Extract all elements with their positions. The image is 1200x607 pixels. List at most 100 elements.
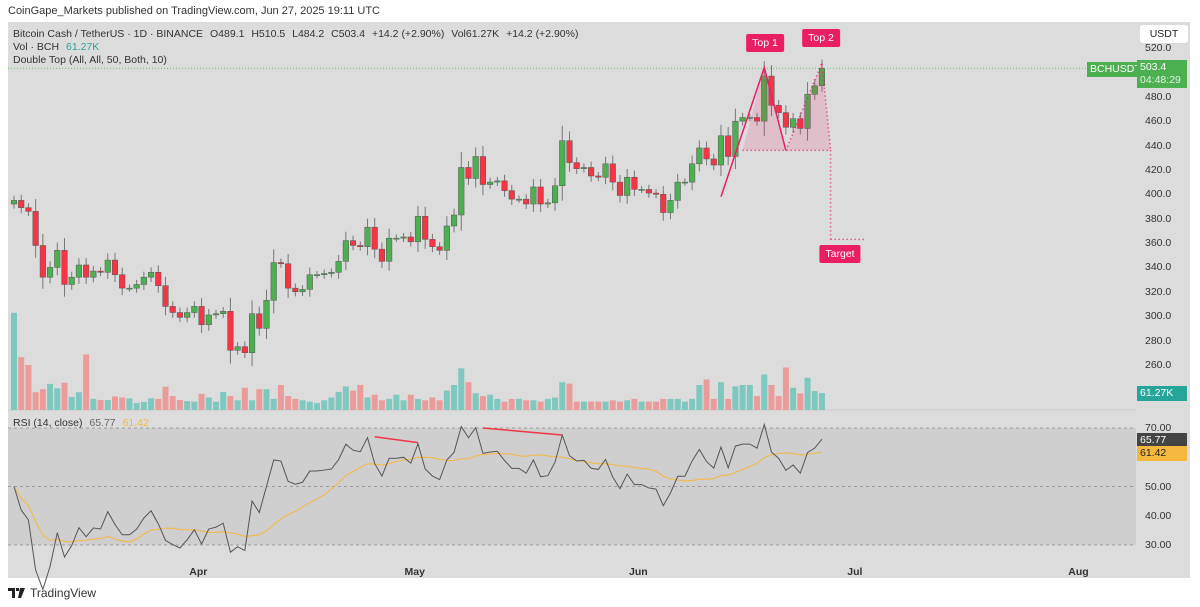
candle-body (725, 135, 732, 157)
volume-bar (313, 403, 320, 410)
price-tick-label: 340.0 (1145, 261, 1172, 274)
candle-body (494, 180, 501, 183)
volume-bar (465, 382, 472, 410)
candle-body (580, 167, 587, 169)
volume-bar (400, 400, 407, 410)
last-price: 503.4 (1140, 61, 1167, 73)
rsi-tick-label: 70.00 (1145, 422, 1172, 434)
volume-bar (270, 398, 277, 410)
volume-bar (689, 398, 696, 410)
candles (8, 59, 1136, 367)
candle-body (804, 94, 811, 129)
volume-bar (580, 401, 587, 410)
volume-bar (386, 398, 393, 410)
bar-countdown: 04:48:29 (1140, 74, 1181, 86)
price-tick-label: 260.0 (1145, 358, 1172, 371)
volume-bar (624, 400, 631, 410)
symbol-legend: Bitcoin Cash / TetherUS · 1D · BINANCE O… (13, 28, 582, 40)
double-top-pattern (720, 62, 866, 241)
rsi-ma-line (13, 451, 823, 543)
volume-label: Vol · BCH (13, 41, 60, 53)
candle-body (660, 194, 667, 213)
candle-body (559, 140, 566, 186)
currency-button[interactable]: USDT (1140, 25, 1188, 43)
candle-body (292, 287, 299, 293)
candle-body (335, 261, 342, 273)
symbol-name: Bitcoin Cash / TetherUS · 1D · BINANCE (13, 28, 204, 40)
candle-body (710, 158, 717, 166)
volume-bar (782, 367, 789, 410)
volume-bar (559, 382, 566, 410)
volume-bar (710, 398, 717, 410)
candle-body (241, 346, 248, 353)
candle-body (566, 140, 573, 163)
volume-bar (256, 389, 263, 410)
candle-body (119, 274, 126, 289)
time-tick-label: May (404, 566, 425, 578)
candle-body (443, 225, 450, 251)
volume-bar (198, 393, 205, 410)
candle-body (68, 276, 75, 285)
volume-bar (321, 400, 328, 410)
volume-bar (47, 383, 54, 410)
rsi-ma-tag: 61.42 (1137, 446, 1187, 461)
volume-bar (342, 386, 349, 410)
candle-body (184, 312, 191, 318)
volume-bar (609, 400, 616, 410)
candle-body (357, 245, 364, 247)
candle-body (111, 259, 119, 275)
volume-bar (97, 400, 104, 410)
candle-body (602, 163, 609, 178)
volume-bar (407, 394, 414, 410)
candle-body (696, 147, 703, 165)
volume-bar (667, 398, 674, 410)
candle-body (537, 186, 544, 205)
volume-bar (220, 391, 227, 410)
volume-bar (292, 398, 299, 410)
ohlc-low: L484.2 (292, 28, 325, 40)
volume-bar (263, 389, 270, 410)
price-tick-label: 400.0 (1145, 188, 1172, 201)
candle-body (508, 190, 515, 200)
candle-body (573, 162, 580, 169)
rsi-tag: 65.77 (1137, 433, 1187, 448)
tradingview-logo-icon (8, 588, 25, 598)
candle-body (256, 313, 263, 329)
candle-body (689, 163, 696, 183)
volume-bar (552, 397, 559, 410)
candle-body (364, 226, 371, 247)
top2-label: Top 2 (802, 29, 840, 47)
volume-bar (660, 398, 667, 410)
volume-value: Vol61.27K (451, 28, 500, 40)
candle-body (155, 272, 162, 286)
volume-bar (104, 400, 111, 410)
candle-body (191, 306, 198, 313)
volume-bar (212, 401, 219, 410)
candle-body (249, 313, 256, 354)
time-tick-label: Jun (629, 566, 648, 578)
volume-bar (169, 396, 176, 410)
price-tick-label: 360.0 (1145, 237, 1172, 250)
volume-bar (61, 382, 68, 410)
target-label: Target (819, 245, 861, 263)
candle-body (263, 300, 270, 329)
volume-bar (494, 398, 501, 410)
candle-body (544, 202, 551, 205)
time-tick-label: Jul (847, 566, 863, 578)
candle-body (717, 135, 725, 166)
candle-body (386, 237, 393, 262)
ohlc-close: C503.4 (331, 28, 366, 40)
candle-body (674, 181, 681, 201)
candle-body (285, 263, 292, 289)
branding-text: TradingView (30, 586, 97, 600)
volume-bar (68, 396, 75, 410)
candle-body (790, 118, 797, 128)
volume-bar (11, 312, 17, 410)
price-tick-label: 280.0 (1145, 334, 1172, 347)
volume-bar (530, 400, 537, 410)
rsi-lines (13, 422, 823, 591)
rsi-divergence-line (374, 436, 419, 444)
candle-body (25, 207, 32, 212)
candle-body (371, 226, 378, 250)
